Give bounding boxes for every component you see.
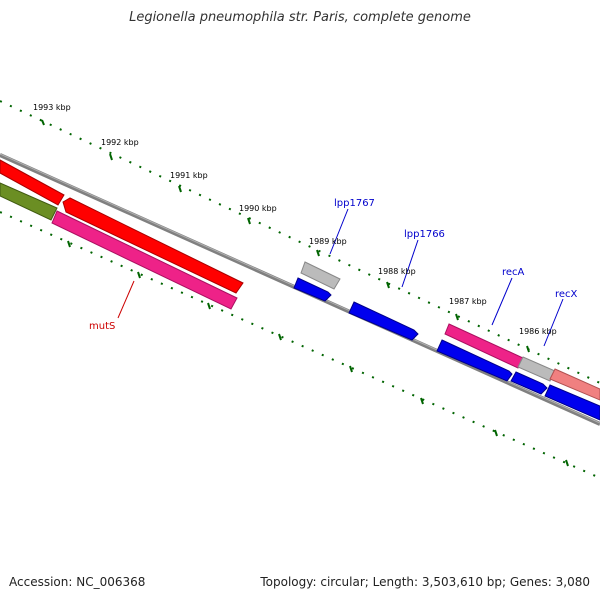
- inner-dotted-track: [0, 211, 600, 479]
- gene-grey-forward[interactable]: [300, 261, 341, 290]
- accession-text: Accession: NC_006368: [9, 575, 146, 589]
- inner-tick: [349, 365, 353, 373]
- gene-blue-reverse-4[interactable]: [510, 371, 548, 395]
- inner-scale-ring: [0, 211, 600, 479]
- scale-label: 1988 kbp: [378, 267, 416, 276]
- scale-major-tick: [386, 281, 390, 289]
- inner-tick: [494, 429, 498, 437]
- scale-label: 1989 kbp: [309, 237, 347, 246]
- gene-label-recA[interactable]: recA: [502, 267, 525, 278]
- scale-major-tick: [178, 185, 182, 193]
- gene-pink-reverse[interactable]: [51, 210, 238, 310]
- gene-blue-reverse-3[interactable]: [436, 339, 513, 382]
- outer-scale-ring: [0, 100, 600, 384]
- map-title: Legionella pneumophila str. Paris, compl…: [129, 10, 471, 25]
- gene-labels: mutS lpp1767 lpp1766 recA recX: [89, 198, 578, 332]
- recX-leader-line: [543, 298, 564, 347]
- lpp1766-leader-line: [401, 239, 419, 288]
- inner-tick: [420, 397, 424, 405]
- gene-salmon-forward[interactable]: [549, 368, 600, 401]
- scale-label: 1991 kbp: [170, 171, 208, 180]
- scale-major-tick: [41, 119, 45, 126]
- genome-summary-text: Topology: circular; Length: 3,503,610 bp…: [260, 575, 590, 589]
- scale-label: 1986 kbp: [519, 327, 557, 336]
- gene-red-forward-2[interactable]: [62, 197, 244, 294]
- inner-tick: [565, 459, 569, 467]
- inner-tick: [137, 271, 141, 279]
- scale-label: 1987 kbp: [449, 297, 487, 306]
- recA-leader-line: [491, 277, 513, 326]
- scale-major-tick: [109, 153, 113, 161]
- scale-label: 1993 kbp: [33, 103, 71, 112]
- gene-olive-reverse[interactable]: [0, 182, 58, 221]
- gene-pink-forward[interactable]: [444, 323, 524, 369]
- scale-label: 1992 kbp: [101, 138, 139, 147]
- gene-blue-reverse-1[interactable]: [293, 277, 332, 302]
- inner-tick: [207, 302, 211, 310]
- gene-blue-reverse-5[interactable]: [544, 384, 600, 421]
- scale-major-tick: [455, 313, 459, 321]
- gene-label-lpp1766[interactable]: lpp1766: [404, 229, 445, 240]
- inner-tick: [278, 333, 282, 341]
- scale-major-tick: [526, 345, 530, 353]
- gene-grey-forward-2[interactable]: [517, 356, 556, 382]
- scale-major-tick: [316, 249, 320, 257]
- gene-red-forward-1[interactable]: [0, 159, 65, 206]
- scale-labels: 1993 kbp 1992 kbp 1991 kbp 1990 kbp 1989…: [33, 103, 557, 336]
- gene-blue-reverse-2[interactable]: [348, 301, 419, 341]
- mutS-leader-line: [117, 280, 135, 319]
- scale-major-tick: [247, 217, 251, 225]
- scale-label: 1990 kbp: [239, 204, 277, 213]
- lpp1767-leader-line: [329, 208, 349, 255]
- outer-dotted-track: [0, 100, 600, 384]
- gene-label-recX[interactable]: recX: [555, 289, 578, 300]
- gene-label-leaders: [117, 208, 564, 347]
- forward-strand-genes: [0, 159, 600, 401]
- gene-label-mutS[interactable]: mutS: [89, 321, 115, 332]
- inner-tick: [67, 240, 71, 248]
- gene-label-lpp1767[interactable]: lpp1767: [334, 198, 375, 209]
- reverse-strand-genes: [0, 182, 600, 421]
